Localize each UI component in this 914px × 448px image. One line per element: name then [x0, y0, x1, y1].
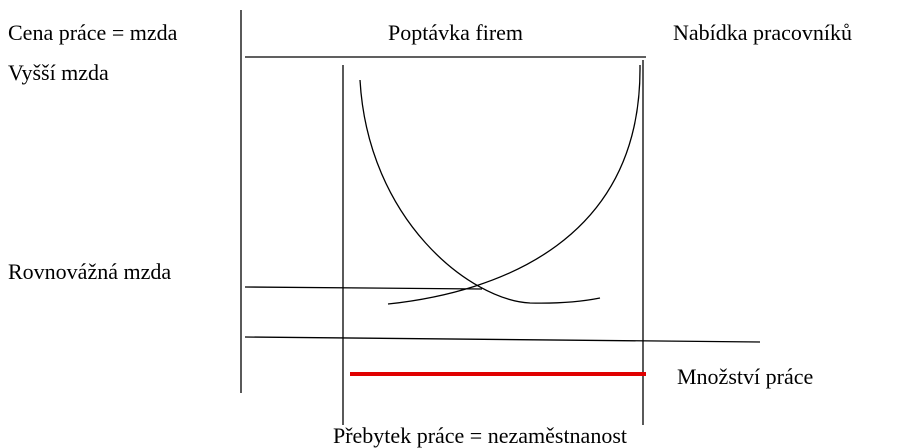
wage-axis-label: Cena práce = mzda	[8, 20, 178, 45]
higher-wage-label: Vyšší mzda	[8, 60, 109, 85]
supply-curve	[387, 64, 641, 305]
demand-label: Poptávka firem	[388, 20, 523, 45]
x-axis	[244, 336, 761, 343]
supply-label: Nabídka pracovníků	[673, 20, 852, 45]
equilibrium-line	[244, 286, 483, 290]
equilibrium-wage-label: Rovnovážná mzda	[8, 259, 171, 284]
quantity-label: Množství práce	[677, 364, 813, 389]
surplus-label: Přebytek práce = nezaměstnanost	[333, 423, 627, 448]
demand-curve	[359, 79, 601, 304]
